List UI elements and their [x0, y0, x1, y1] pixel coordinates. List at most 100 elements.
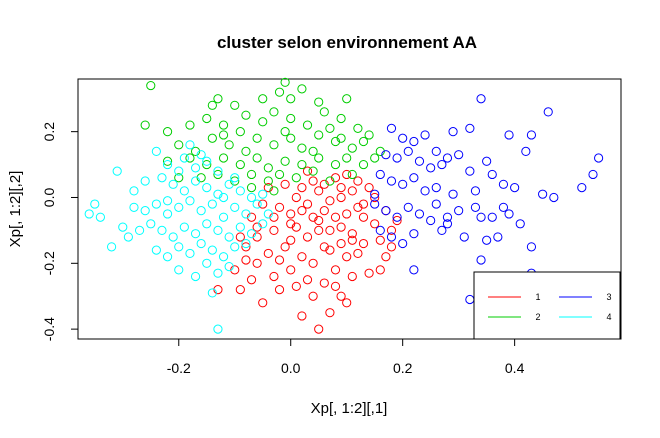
data-point-cluster-2 [218, 130, 229, 140]
data-point-cluster-4 [84, 209, 94, 219]
data-point-cluster-4 [106, 242, 117, 252]
data-point-cluster-2 [286, 94, 296, 104]
data-point-cluster-1 [302, 275, 313, 285]
data-point-cluster-1 [230, 265, 240, 275]
x-axis: -0.2 0.0 0.2 0.4 [167, 338, 525, 376]
data-point-cluster-4 [207, 199, 217, 209]
data-point-cluster-1 [308, 258, 318, 268]
data-point-cluster-1 [330, 212, 341, 222]
data-point-cluster-2 [319, 107, 329, 117]
data-point-cluster-2 [185, 153, 195, 163]
data-point-cluster-1 [392, 215, 402, 226]
data-point-cluster-2 [252, 133, 262, 143]
data-point-cluster-3 [465, 166, 475, 176]
data-point-cluster-1 [347, 235, 357, 245]
data-point-cluster-1 [330, 265, 341, 275]
data-point-cluster-3 [442, 219, 453, 229]
data-point-cluster-1 [319, 206, 329, 216]
x-tick-label: -0.2 [167, 360, 191, 376]
data-point-cluster-2 [342, 153, 352, 163]
data-point-cluster-1 [375, 265, 385, 275]
data-point-cluster-4 [174, 166, 184, 176]
data-point-cluster-2 [230, 100, 240, 110]
data-point-cluster-4 [140, 176, 150, 186]
data-point-cluster-4 [235, 186, 245, 196]
data-point-cluster-1 [314, 324, 324, 334]
data-point-cluster-1 [286, 209, 296, 219]
x-axis-label: Xp[, 1:2][,1] [311, 400, 388, 417]
data-point-cluster-4 [90, 199, 100, 209]
data-point-cluster-1 [263, 183, 273, 193]
data-point-cluster-1 [241, 242, 251, 252]
data-point-cluster-2 [375, 146, 385, 157]
data-point-cluster-3 [409, 229, 419, 239]
data-point-cluster-3 [543, 107, 553, 117]
data-point-cluster-3 [482, 235, 492, 245]
data-point-cluster-3 [420, 186, 430, 196]
data-point-cluster-3 [454, 150, 464, 160]
data-point-cluster-2 [330, 159, 341, 170]
data-point-cluster-3 [386, 123, 397, 133]
data-point-cluster-2 [258, 117, 268, 127]
data-point-cluster-4 [162, 252, 173, 262]
data-point-cluster-3 [470, 202, 481, 212]
data-point-cluster-4 [179, 222, 189, 232]
data-points [84, 77, 604, 334]
data-point-cluster-1 [330, 281, 341, 291]
data-point-cluster-2 [347, 169, 357, 180]
data-point-cluster-2 [185, 120, 195, 130]
data-point-cluster-2 [146, 80, 156, 91]
data-point-cluster-1 [308, 176, 318, 186]
data-point-cluster-3 [526, 130, 537, 140]
data-point-cluster-4 [241, 209, 251, 219]
data-point-cluster-4 [258, 189, 268, 199]
data-point-cluster-3 [409, 173, 419, 183]
data-point-cluster-2 [190, 146, 201, 157]
data-point-cluster-1 [235, 232, 245, 242]
data-point-cluster-1 [353, 202, 363, 212]
data-point-cluster-3 [482, 156, 492, 166]
data-point-cluster-2 [314, 130, 324, 140]
data-point-cluster-4 [190, 176, 201, 186]
data-point-cluster-2 [274, 169, 285, 180]
data-point-cluster-4 [196, 150, 206, 160]
data-point-cluster-4 [218, 192, 229, 203]
data-point-cluster-3 [381, 150, 391, 160]
data-point-cluster-1 [263, 248, 273, 259]
data-point-cluster-1 [325, 225, 335, 235]
data-point-cluster-1 [358, 212, 369, 222]
data-point-cluster-2 [347, 143, 357, 153]
data-point-cluster-2 [269, 140, 279, 150]
data-point-cluster-3 [398, 179, 408, 189]
data-point-cluster-4 [129, 202, 139, 212]
data-point-cluster-2 [218, 120, 229, 130]
data-point-cluster-3 [431, 199, 441, 209]
data-point-cluster-2 [358, 159, 369, 170]
data-point-cluster-1 [235, 285, 245, 295]
data-point-cluster-2 [358, 136, 369, 147]
data-point-cluster-2 [280, 127, 290, 137]
data-point-cluster-1 [302, 232, 313, 242]
data-point-cluster-3 [442, 153, 453, 163]
data-point-cluster-4 [224, 232, 234, 242]
data-point-cluster-3 [414, 209, 425, 219]
data-point-cluster-1 [386, 242, 397, 252]
data-point-cluster-2 [297, 159, 307, 170]
data-point-cluster-3 [504, 130, 514, 140]
data-point-cluster-1 [297, 183, 307, 193]
data-point-cluster-1 [325, 308, 335, 318]
data-point-cluster-1 [330, 173, 341, 183]
data-point-cluster-3 [431, 146, 441, 157]
y-tick-label: -0.2 [41, 251, 57, 275]
data-point-cluster-1 [370, 219, 380, 229]
x-tick-label: 0.2 [393, 360, 413, 376]
y-tick-label: -0.4 [41, 317, 57, 341]
data-point-cluster-4 [235, 222, 245, 232]
data-point-cluster-1 [291, 222, 301, 232]
legend: 1 2 3 4 [473, 271, 621, 340]
data-point-cluster-1 [308, 212, 318, 222]
data-point-cluster-1 [297, 206, 307, 216]
data-point-cluster-3 [426, 163, 436, 173]
data-point-cluster-1 [336, 222, 346, 232]
